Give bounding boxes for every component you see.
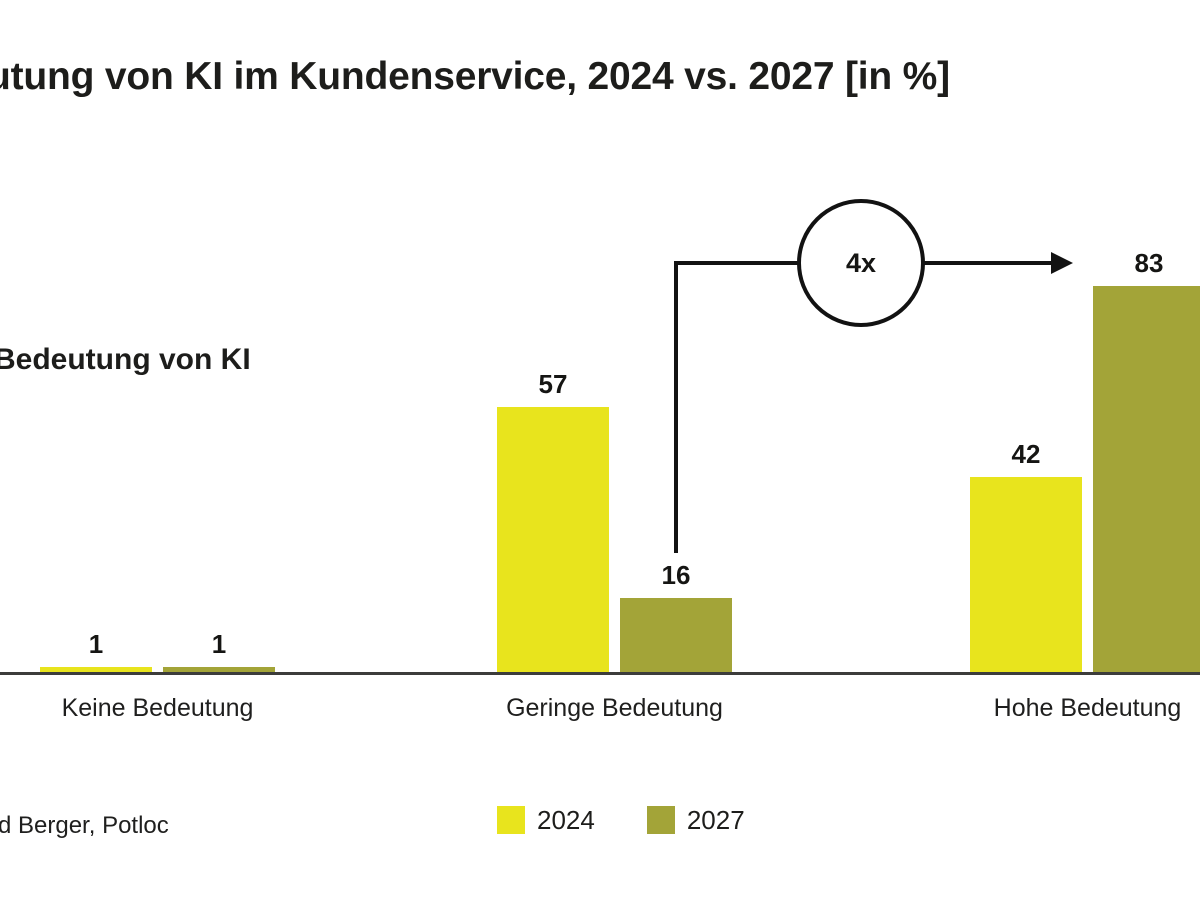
legend: 2024 2027: [497, 806, 745, 834]
chart-title: utung von KI im Kundenservice, 2024 vs. …: [0, 55, 950, 98]
bar-2027: [163, 667, 275, 672]
legend-swatch-2024: [497, 806, 525, 834]
bar-2024: [497, 407, 609, 672]
category-label: Keine Bedeutung: [61, 694, 254, 722]
legend-item-2024: 2024: [497, 806, 595, 834]
bar-2027: [620, 598, 732, 672]
arrow-head-icon: [1051, 252, 1073, 274]
x-axis-line: [0, 672, 1200, 675]
bar-value-label: 16: [661, 560, 691, 590]
bar-2027: [1093, 286, 1200, 672]
axis-side-label: Bedeutung von KI: [0, 343, 251, 376]
legend-swatch-2027: [646, 806, 675, 834]
bar-2024: [970, 477, 1082, 672]
bar-value-label: 83: [1134, 248, 1164, 278]
source-attribution: d Berger, Potloc: [0, 812, 169, 839]
bar-value-label: 42: [1011, 439, 1041, 469]
category-label: Geringe Bedeutung: [506, 694, 723, 722]
multiplier-label: 4x: [845, 247, 877, 278]
annotation-connector-horizontal-left: [674, 261, 799, 265]
bar-value-label: 57: [538, 369, 568, 399]
category-label: Hohe Bedeutung: [993, 694, 1182, 722]
annotation-connector-vertical: [674, 261, 678, 553]
legend-label-2027: 2027: [686, 805, 745, 835]
bar-value-label: 1: [88, 629, 104, 659]
multiplier-circle: 4x: [797, 199, 925, 327]
legend-item-2027: 2027: [646, 805, 745, 835]
legend-label-2024: 2024: [537, 805, 595, 835]
bar-value-label: 1: [211, 629, 227, 659]
bar-2024: [40, 667, 152, 672]
annotation-arrow-line: [923, 261, 1053, 265]
